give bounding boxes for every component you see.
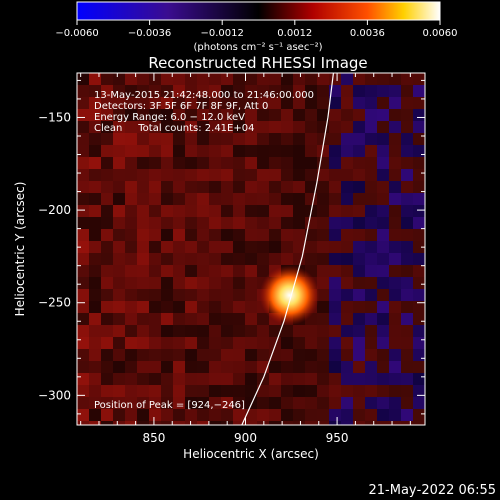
y-axis-label: Heliocentric Y (arcsec) (13, 182, 27, 317)
peak-source (259, 265, 320, 326)
colorbar-tick-label: 0.0036 (350, 28, 385, 39)
plot-frame (76, 72, 426, 426)
colorbar-tick-label: 0.0012 (277, 28, 312, 39)
peak-position-label: Position of Peak = [924,−246] (94, 400, 245, 411)
colorbar-ticks: −0.0060 −0.0036 −0.0012 0.0012 0.0036 0.0060 (55, 20, 458, 39)
info-line-3: Energy Range: 6.0 − 12.0 keV (94, 112, 245, 123)
y-tick-label: −250 (38, 296, 71, 310)
info-line-4: Clean Total counts: 2.41E+04 (94, 123, 254, 134)
colorbar (76, 1, 441, 21)
y-tick-label: −300 (38, 388, 71, 402)
axes: 850 900 950 −150 −200 −250 −300 (38, 73, 425, 445)
heatmap-image (77, 73, 425, 425)
colorbar-tick-label: −0.0060 (55, 28, 98, 39)
y-tick-label: −150 (38, 110, 71, 124)
colorbar-tick-label: 0.0060 (423, 28, 458, 39)
x-tick-label: 900 (234, 431, 257, 445)
x-tick-label: 850 (142, 431, 165, 445)
colorbar-units: (photons cm⁻² s⁻¹ asec⁻²) (193, 42, 322, 53)
info-line-1: 13‑May‑2015 21:42:48.000 to 21:46:00.000 (94, 90, 314, 101)
solar-limb-line (241, 73, 335, 425)
x-axis-label: Heliocentric X (arcsec) (183, 447, 319, 461)
x-tick-label: 950 (326, 431, 349, 445)
y-tick-label: −200 (38, 203, 71, 217)
colorbar-tick-label: −0.0012 (201, 28, 244, 39)
colorbar-tick-label: −0.0036 (128, 28, 171, 39)
info-line-2: Detectors: 3F 5F 6F 7F 8F 9F, Att 0 (94, 101, 268, 112)
footer-date: 21‑May‑2022 06:55 (369, 483, 496, 498)
chart-title: Reconstructed RHESSI Image (148, 54, 367, 72)
